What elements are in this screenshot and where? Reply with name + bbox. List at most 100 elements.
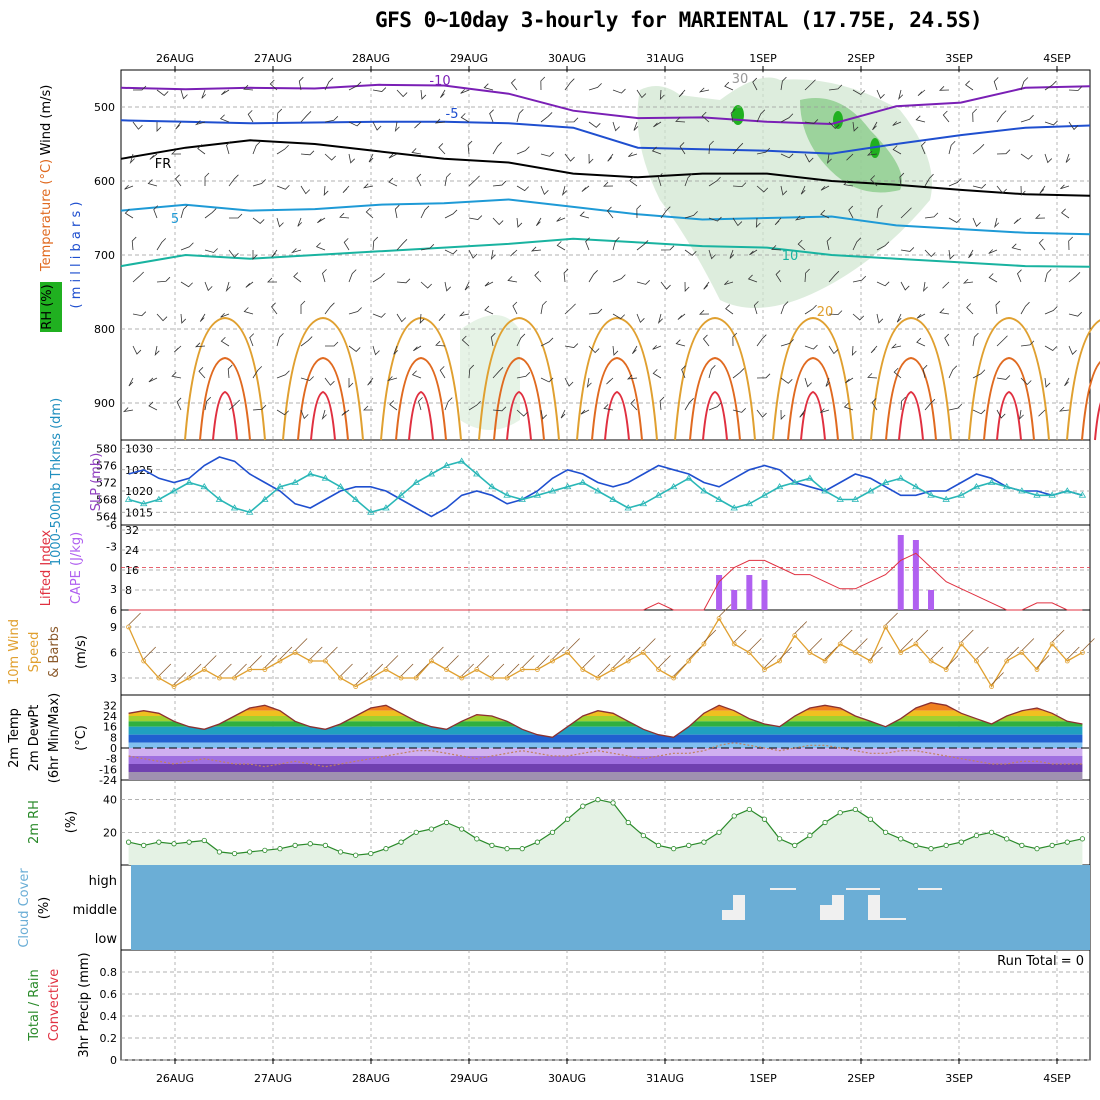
- rh-marker: [807, 832, 813, 839]
- wind-barb: [703, 281, 710, 290]
- wind-barb: [132, 121, 143, 130]
- rh-marker: [413, 829, 419, 835]
- wind-barb-10m: [976, 646, 989, 660]
- wind-barb: [1020, 77, 1029, 91]
- x-tick-label-top: 3SEP: [945, 52, 973, 65]
- wind-barb: [681, 365, 686, 379]
- wind-barb: [962, 278, 974, 284]
- wind-barb: [396, 89, 408, 98]
- temp-band: [128, 716, 1083, 722]
- wind-barb: [752, 77, 758, 91]
- wind-barb: [580, 409, 590, 415]
- wind-barb: [220, 336, 230, 347]
- thickness-tick-label: 580: [96, 443, 117, 456]
- wind-barb: [996, 375, 1011, 380]
- wind-barb-10m: [491, 663, 505, 677]
- wind-barb: [389, 400, 398, 411]
- isotherm-30: [604, 390, 630, 441]
- wind-barb: [247, 110, 254, 123]
- wind-barb: [372, 87, 387, 92]
- dewpoint-line: [128, 742, 1083, 768]
- isotherm-30: [1094, 401, 1100, 441]
- temp-band: [128, 702, 1083, 711]
- wind-barb: [489, 109, 494, 123]
- wind-barb: [948, 178, 962, 187]
- wind-barb: [271, 249, 278, 258]
- temp-tick-label: 24: [103, 710, 117, 723]
- wind-barb: [1020, 114, 1034, 123]
- wind-barb: [607, 153, 614, 162]
- wind-barb: [229, 213, 243, 219]
- wind-barb: [893, 367, 902, 379]
- wind-barb: [267, 277, 277, 283]
- wind-barb: [154, 345, 160, 357]
- rh-marker: [580, 803, 586, 809]
- slp-marker: [306, 470, 314, 477]
- wind-barb: [276, 333, 284, 347]
- wind-barb: [826, 236, 832, 251]
- slp-marker: [473, 470, 481, 477]
- wind-barb-10m: [900, 638, 914, 651]
- slp-marker: [215, 495, 224, 502]
- wind-barb: [972, 369, 986, 379]
- wind-barb: [922, 364, 928, 379]
- slp-marker: [200, 482, 208, 490]
- wind-barb-10m: [612, 655, 626, 668]
- wind-barb: [300, 111, 312, 123]
- wind-barb: [276, 108, 283, 123]
- isotherm-20: [478, 316, 560, 441]
- slp-tick-label: 1015: [125, 506, 153, 519]
- wind-barb: [820, 408, 830, 414]
- wind-barb: [1013, 217, 1022, 224]
- wind-barb: [1044, 80, 1057, 91]
- rh-marker: [459, 826, 465, 832]
- wind-barb: [652, 369, 662, 379]
- cloud-level-label: middle: [73, 903, 117, 918]
- wind-barb: [780, 113, 794, 123]
- wind-barb: [226, 141, 231, 155]
- rh-tick-label: 40: [103, 794, 117, 807]
- wind-barb: [560, 409, 566, 419]
- wind-barb: [996, 149, 1011, 155]
- wind-barb: [323, 185, 329, 197]
- cloud-block: [918, 888, 942, 890]
- pressure-tick-label: 700: [94, 249, 115, 262]
- wind-barb: [483, 83, 494, 91]
- wind-barb: [204, 172, 210, 186]
- wind-barb: [899, 172, 905, 187]
- wind-barb: [204, 281, 213, 292]
- rh-marker: [474, 836, 480, 842]
- cape-bar: [912, 540, 919, 610]
- wind-barb: [828, 84, 843, 91]
- slp-marker: [760, 491, 769, 498]
- wind-barb-10m: [203, 655, 217, 668]
- cape-bar: [716, 575, 723, 610]
- wind-barb: [564, 303, 576, 315]
- cape-bar: [897, 535, 904, 610]
- rh-marker: [565, 816, 571, 822]
- wind-barb: [843, 402, 854, 411]
- wind-barb: [948, 249, 955, 260]
- rh-marker: [534, 839, 540, 845]
- rh-marker: [595, 797, 601, 803]
- wind-barb-10m: [521, 655, 535, 668]
- slp-marker: [609, 495, 617, 502]
- cloud-block: [880, 918, 906, 920]
- wind-barb: [972, 144, 985, 155]
- wind-barb: [1061, 208, 1070, 219]
- wind-barb: [579, 211, 590, 219]
- rh-marker: [262, 847, 268, 853]
- slp-marker: [230, 504, 239, 511]
- wind-barb: [396, 239, 408, 251]
- rh-marker: [292, 842, 298, 848]
- wind-barb: [225, 281, 231, 293]
- cloud-axis-label: Cloud Cover: [17, 868, 32, 948]
- wind-barb: [564, 343, 579, 348]
- temp-band: [128, 742, 1083, 748]
- precip-tick-label: 0: [110, 1054, 117, 1067]
- temp-band: [128, 748, 1083, 756]
- isotherm-5: [120, 198, 1091, 236]
- slp-marker: [851, 495, 860, 502]
- wind-barb: [867, 373, 878, 379]
